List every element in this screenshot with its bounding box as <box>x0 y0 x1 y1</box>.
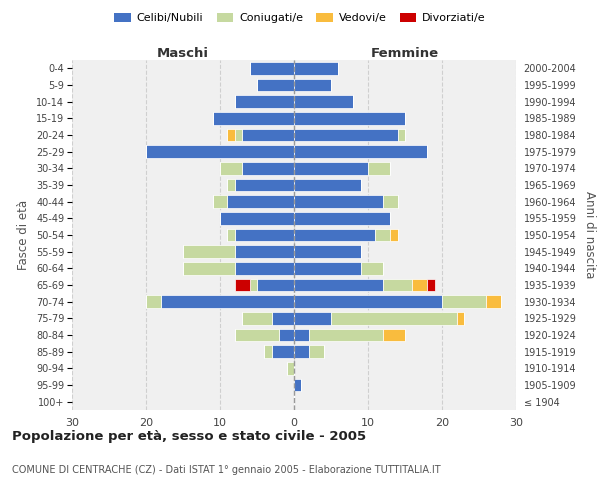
Bar <box>235 279 250 291</box>
Bar <box>294 329 309 341</box>
Bar <box>412 279 427 291</box>
Bar <box>242 129 294 141</box>
Bar <box>390 229 398 241</box>
Bar <box>250 62 294 74</box>
Bar <box>235 329 279 341</box>
Bar <box>257 79 294 92</box>
Bar <box>250 279 257 291</box>
Bar <box>309 329 383 341</box>
Bar <box>294 296 442 308</box>
Bar <box>361 262 383 274</box>
Bar <box>294 229 376 241</box>
Bar <box>331 312 457 324</box>
Bar <box>294 62 338 74</box>
Bar <box>309 346 323 358</box>
Y-axis label: Fasce di età: Fasce di età <box>17 200 31 270</box>
Bar <box>294 162 368 174</box>
Bar <box>294 196 383 208</box>
Bar <box>383 196 398 208</box>
Text: Maschi: Maschi <box>157 47 209 60</box>
Bar <box>294 146 427 158</box>
Bar <box>294 262 361 274</box>
Bar <box>272 312 294 324</box>
Bar <box>398 129 405 141</box>
Bar <box>383 279 412 291</box>
Bar <box>183 262 235 274</box>
Bar <box>294 179 361 192</box>
Bar <box>294 246 361 258</box>
Bar <box>294 379 301 391</box>
Bar <box>146 296 161 308</box>
Bar <box>227 179 235 192</box>
Bar <box>220 212 294 224</box>
Bar <box>242 162 294 174</box>
Bar <box>442 296 487 308</box>
Bar <box>287 362 294 374</box>
Bar <box>383 329 405 341</box>
Bar <box>279 329 294 341</box>
Bar <box>294 312 331 324</box>
Bar <box>294 129 398 141</box>
Bar <box>235 246 294 258</box>
Bar <box>220 162 242 174</box>
Bar <box>227 129 235 141</box>
Bar <box>427 279 434 291</box>
Bar <box>294 79 331 92</box>
Bar <box>265 346 272 358</box>
Bar <box>257 279 294 291</box>
Bar <box>227 196 294 208</box>
Bar <box>457 312 464 324</box>
Bar <box>161 296 294 308</box>
Bar <box>235 229 294 241</box>
Bar <box>183 246 235 258</box>
Bar <box>376 229 390 241</box>
Bar <box>235 179 294 192</box>
Bar <box>272 346 294 358</box>
Bar <box>294 279 383 291</box>
Bar <box>146 146 294 158</box>
Text: COMUNE DI CENTRACHE (CZ) - Dati ISTAT 1° gennaio 2005 - Elaborazione TUTTITALIA.: COMUNE DI CENTRACHE (CZ) - Dati ISTAT 1°… <box>12 465 440 475</box>
Bar <box>235 96 294 108</box>
Legend: Celibi/Nubili, Coniugati/e, Vedovi/e, Divorziati/e: Celibi/Nubili, Coniugati/e, Vedovi/e, Di… <box>110 8 490 28</box>
Bar <box>294 96 353 108</box>
Text: Femmine: Femmine <box>371 47 439 60</box>
Text: Popolazione per età, sesso e stato civile - 2005: Popolazione per età, sesso e stato civil… <box>12 430 366 443</box>
Bar <box>235 262 294 274</box>
Bar <box>294 212 390 224</box>
Bar <box>368 162 390 174</box>
Bar <box>487 296 501 308</box>
Bar <box>212 196 227 208</box>
Bar <box>212 112 294 124</box>
Bar <box>235 129 242 141</box>
Bar <box>294 346 309 358</box>
Y-axis label: Anni di nascita: Anni di nascita <box>583 192 596 278</box>
Bar <box>227 229 235 241</box>
Bar <box>242 312 272 324</box>
Bar <box>294 112 405 124</box>
